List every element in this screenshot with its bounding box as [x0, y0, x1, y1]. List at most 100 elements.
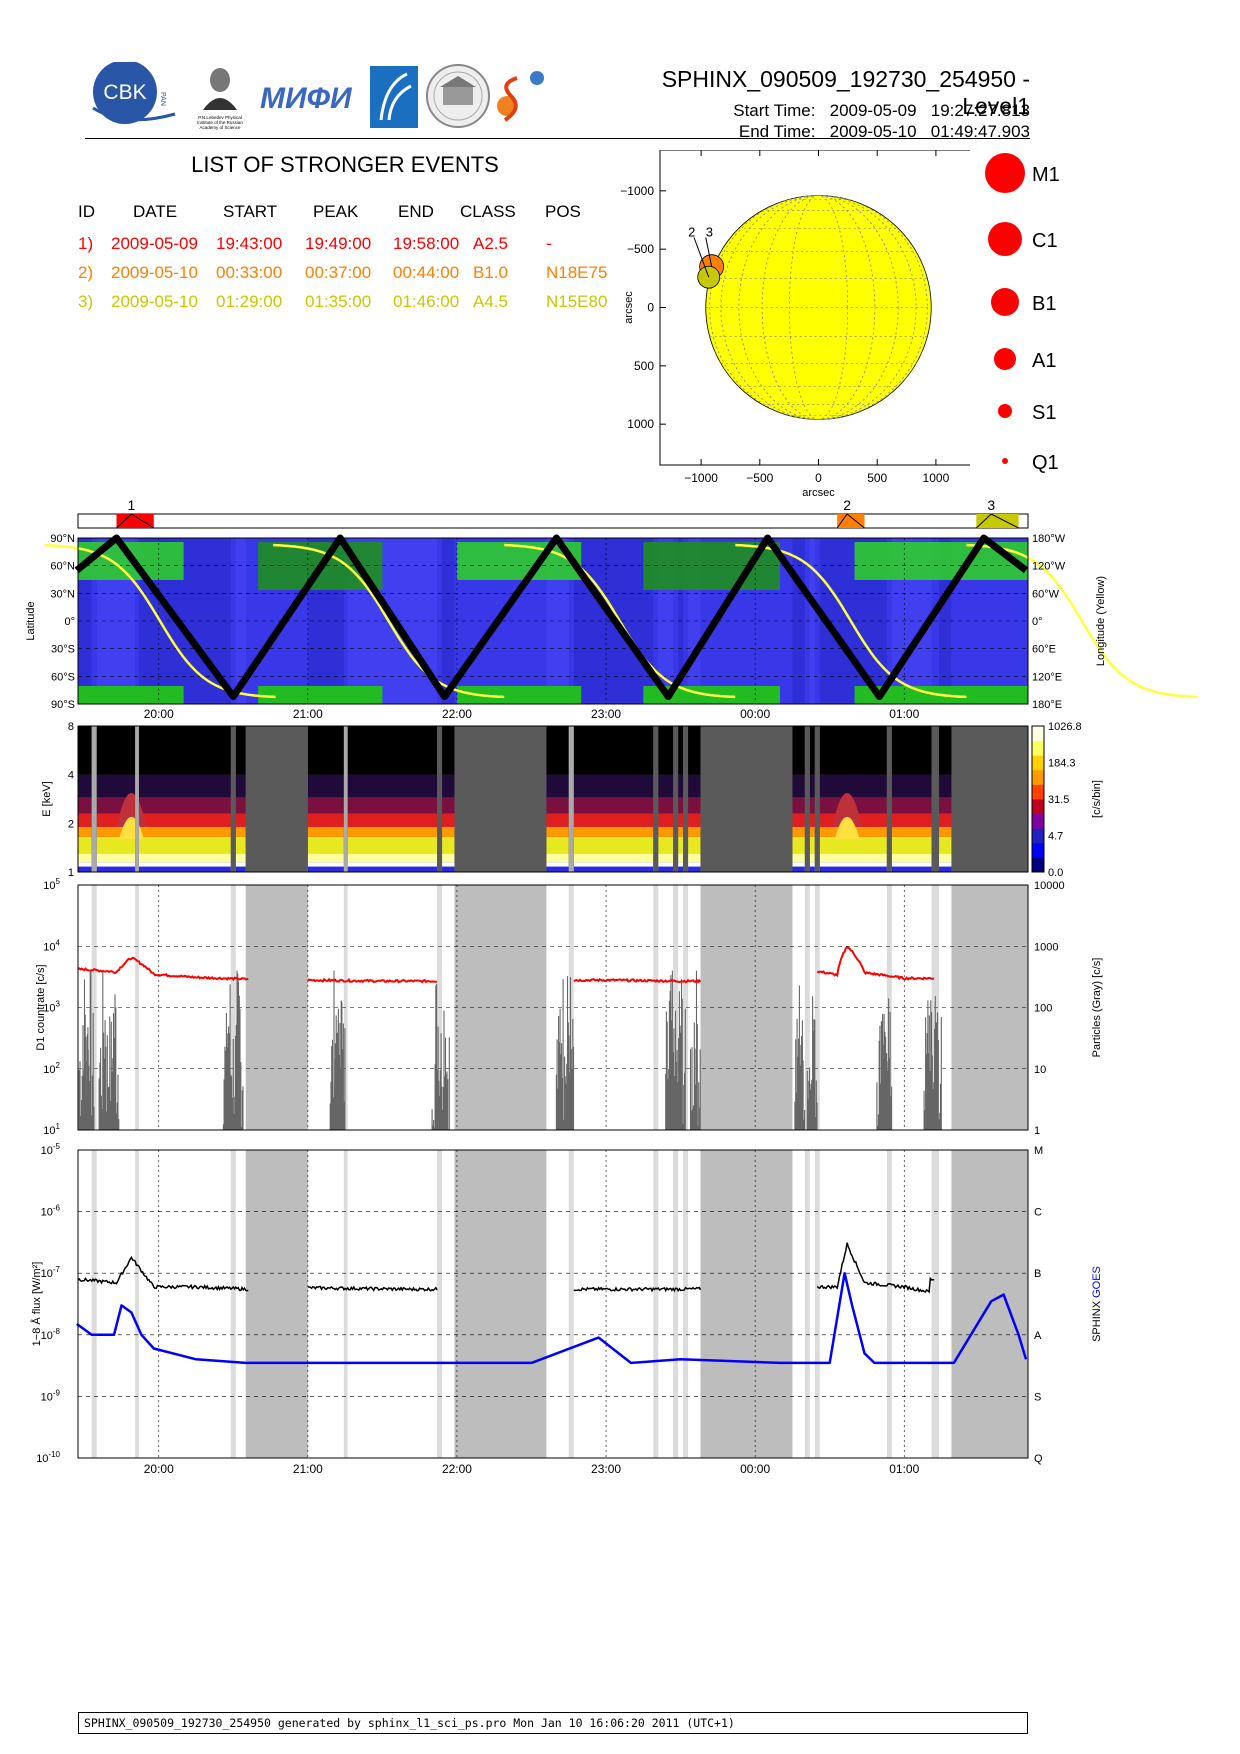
x-tick-label: −1000 — [684, 471, 718, 485]
longitude-track — [504, 543, 736, 699]
spectrogram-band — [809, 726, 815, 775]
orbit-lon-tick: 60°E — [1032, 644, 1056, 656]
events-cell-pos: N15E80 — [546, 292, 608, 311]
start-time-line: Start Time: 2009-05-09 19:27:27.813 — [600, 101, 1030, 121]
longitude-grid-line — [709, 195, 928, 420]
spectrogram-gap — [245, 726, 308, 872]
spectrogram-band — [573, 813, 654, 827]
spectrogram-band — [792, 826, 805, 837]
class-legend: M1 C1 B1 A1 S1 Q1 — [985, 153, 1060, 474]
particle-zone-south — [78, 686, 184, 704]
spectrogram-frame — [77, 725, 1029, 873]
start-time-value: 2009-05-09 19:27:27.813 — [829, 101, 1030, 120]
y-tick-label: −500 — [627, 242, 654, 256]
longitude-track — [273, 543, 505, 699]
spectrogram-gap — [931, 726, 940, 872]
colorbar-tick: 31.5 — [1048, 794, 1069, 806]
orbit-panel: 90°N 60°N 30°N 0° 30°S 60°S 90°S 180°W 120°W 60°W… — [25, 533, 1198, 721]
spectrogram-band — [78, 774, 92, 798]
colorbar-tick: 4.7 — [1048, 831, 1063, 843]
spectrogram-band — [442, 797, 455, 814]
longitude-track — [966, 543, 1198, 699]
class-legend-marker — [1002, 458, 1008, 464]
start-time-label: Start Time: — [733, 101, 816, 120]
spectrogram-band — [78, 836, 92, 854]
spectrogram-band — [688, 836, 701, 854]
time-tick-label: 23:00 — [591, 1462, 621, 1476]
spectrogram-band — [688, 826, 701, 837]
saa-band — [700, 1150, 793, 1458]
spectrogram-band — [138, 813, 231, 827]
spectrogram-band — [442, 726, 455, 775]
events-cell-date: 2009-05-09 — [111, 234, 198, 253]
spectrogram-band — [678, 726, 684, 775]
events-cell-id: 3) — [78, 292, 94, 311]
spectrogram-band — [792, 774, 805, 798]
particle-trace — [78, 970, 942, 1130]
countrate-y-tick: 101 — [43, 1122, 60, 1137]
events-header-cell: START — [223, 202, 278, 221]
spectrogram-band — [939, 826, 952, 837]
spectrogram-band — [235, 866, 246, 872]
spectrogram-band — [891, 813, 932, 827]
spectrogram-band — [78, 853, 92, 863]
colorbar-segment — [1032, 828, 1044, 844]
countrate-frame — [77, 884, 1029, 1131]
spectrogram-band — [78, 866, 92, 872]
orbit-lat-tick: 60°N — [50, 561, 75, 573]
spectrogram-band — [678, 866, 684, 872]
time-tick-label: 22:00 — [442, 1462, 472, 1476]
particles-y-tick: 100 — [1034, 1003, 1052, 1015]
spectrogram-band — [78, 797, 92, 814]
spectrogram-band — [442, 866, 455, 872]
events-header-cell: PEAK — [313, 202, 359, 221]
events-cell-end: 01:46:00 — [393, 292, 460, 311]
orbit-lon-tick: 180°W — [1032, 533, 1066, 545]
spectrogram-band — [138, 797, 231, 814]
event-bar-block — [116, 514, 154, 528]
end-time-value: 2009-05-10 01:49:47.903 — [829, 122, 1030, 141]
spectrogram-band — [235, 797, 246, 814]
sphinx-flux-trace — [573, 1286, 702, 1293]
flux-ylabel: 1−8 Å flux [W/m²] — [30, 1262, 43, 1347]
colorbar-segment — [1032, 857, 1044, 873]
spectrogram-band — [939, 726, 952, 775]
spectrogram-band — [235, 774, 246, 798]
events-cell-id: 1) — [78, 234, 94, 253]
time-tick-label: 22:00 — [442, 707, 472, 721]
svg-text:Institute of the Russian: Institute of the Russian — [197, 120, 243, 125]
event-bar-peak — [836, 513, 865, 529]
y-tick-label: −1000 — [620, 184, 654, 198]
saa-band — [568, 885, 574, 1130]
event-2-leader — [693, 237, 710, 278]
spectrogram-band — [792, 797, 805, 814]
events-cell-pos: N18E75 — [546, 263, 608, 282]
spectrogram-band — [658, 853, 674, 863]
flux-class-tick: C — [1034, 1207, 1042, 1219]
events-cell-start: 00:33:00 — [216, 263, 283, 282]
orbit-lon-tick: 0° — [1032, 616, 1043, 628]
square-logo — [370, 66, 418, 128]
events-cell-id: 2) — [78, 263, 94, 282]
spectrogram-band — [573, 797, 654, 814]
countrate-trace — [573, 978, 702, 984]
spectrogram-band — [809, 853, 815, 863]
end-time-label: End Time: — [738, 122, 816, 141]
flux-class-tick: B — [1034, 1268, 1041, 1280]
event-bar-frame — [77, 513, 1029, 529]
class-legend-label: M1 — [1032, 164, 1060, 186]
time-tick-label: 20:00 — [144, 1462, 174, 1476]
spectrogram-y-tick: 8 — [68, 721, 74, 733]
class-legend-label: Q1 — [1032, 452, 1059, 474]
saa-band — [814, 1150, 820, 1458]
spectrogram-band — [573, 836, 654, 854]
time-tick-label: 20:00 — [144, 707, 174, 721]
spectrogram-band — [78, 826, 92, 837]
spectrogram-band — [307, 826, 344, 837]
events-header-cell: DATE — [133, 202, 178, 221]
spectrogram-band — [658, 826, 674, 837]
time-tick-label: 00:00 — [740, 707, 770, 721]
saa-band — [700, 885, 793, 1130]
spectrogram-band — [809, 813, 815, 827]
spectrogram-band — [347, 797, 438, 814]
